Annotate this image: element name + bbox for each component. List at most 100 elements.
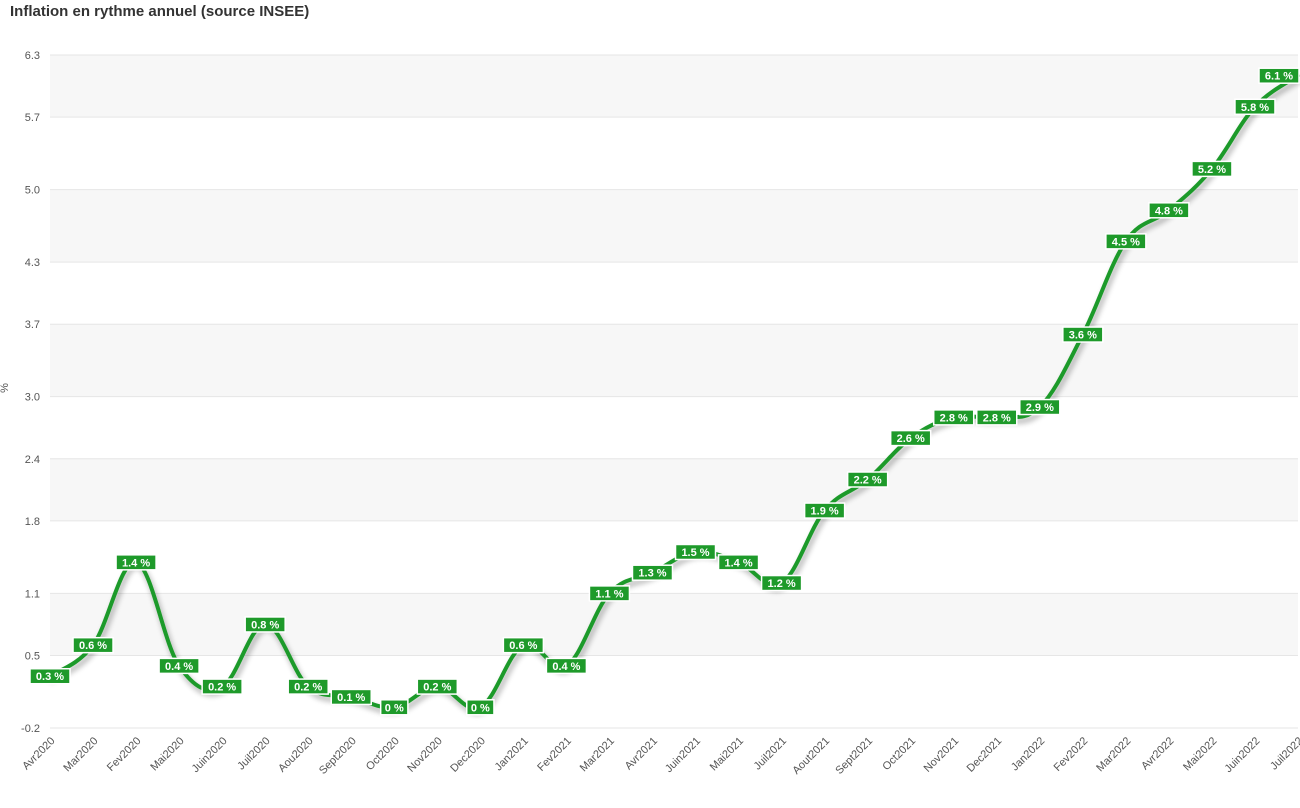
data-label-text: 5.2 %: [1198, 164, 1226, 176]
data-label: 1.1 %: [588, 585, 631, 602]
y-tick-label: 5.7: [25, 112, 40, 124]
grid-band: [50, 324, 1298, 397]
data-label-box: [244, 616, 286, 633]
data-label: 0.6 %: [502, 636, 545, 654]
data-label-text: 1.4 %: [122, 557, 150, 569]
x-tick-label: Mar2021: [578, 735, 617, 774]
x-tick-label: Juil2022: [1268, 735, 1300, 772]
data-label-box: [330, 688, 372, 706]
data-label: 1.4 %: [115, 554, 157, 571]
data-label-box: [803, 502, 846, 519]
x-tick-label: Mar2022: [1094, 735, 1133, 774]
data-label-box: [1105, 233, 1147, 250]
data-label-box: [379, 699, 409, 716]
data-label: 0.1 %: [330, 688, 372, 706]
data-label-text: 4.5 %: [1112, 236, 1140, 248]
data-label-box: [932, 409, 975, 426]
data-label-text: 2.6 %: [897, 433, 925, 445]
data-label-box: [1234, 98, 1276, 116]
grid-band: [50, 458, 1298, 521]
x-tick-label: Fev2022: [1052, 735, 1091, 774]
grid-bands: [50, 55, 1298, 656]
y-tick-label: 0.5: [25, 651, 40, 663]
y-tick-label: -0.2: [21, 723, 40, 735]
data-label-text: 0.1 %: [337, 692, 365, 704]
data-label-text: 2.8 %: [940, 412, 968, 424]
x-tick-label: Nov2020: [405, 735, 445, 775]
y-tick-label: 1.8: [25, 516, 40, 528]
grid-band: [50, 55, 1298, 118]
x-tick-label: Sept2021: [833, 735, 875, 777]
data-label: 4.5 %: [1105, 233, 1147, 250]
x-tick-label: Mar2020: [61, 735, 100, 774]
x-tick-label: Juin2022: [1222, 735, 1262, 775]
x-tick-label: Fev2020: [105, 735, 144, 774]
data-label: 2.9 %: [1019, 398, 1061, 416]
data-label-box: [674, 543, 717, 561]
data-label-text: 6.1 %: [1265, 71, 1293, 83]
data-label-box: [465, 699, 495, 716]
data-label: 0.4 %: [158, 657, 200, 675]
x-tick-label: Jan2021: [493, 735, 531, 773]
x-tick-label: Mai2020: [148, 735, 186, 773]
data-label: 1.3 %: [631, 564, 674, 581]
x-tick-label: Jan2022: [1009, 735, 1047, 773]
data-label-text: 0 %: [385, 702, 404, 714]
data-label-box: [631, 564, 674, 581]
data-label-text: 0.3 %: [36, 671, 64, 683]
grid-band: [50, 593, 1298, 656]
x-tick-label: Nov2021: [922, 735, 962, 775]
data-label-box: [760, 574, 803, 592]
data-label-box: [1019, 398, 1061, 416]
data-label: 1.4 %: [717, 554, 760, 571]
data-label-box: [29, 667, 71, 685]
y-tick-label: 4.3: [25, 257, 40, 269]
data-label-box: [545, 657, 588, 675]
data-label: 0.4 %: [545, 657, 588, 675]
data-label-box: [115, 554, 157, 571]
x-tick-label: Avr2020: [20, 735, 57, 772]
y-axis: -0.2 0.5 1.1 1.8 2.4 3.0 3.7 4.3 5.0 5.7 6.3: [21, 50, 40, 735]
x-tick-label: Juil2020: [235, 735, 272, 772]
x-tick-label: Avr2022: [1139, 735, 1176, 772]
data-label-box: [588, 585, 631, 602]
x-tick-label: Oct2020: [364, 735, 402, 773]
data-label-box: [287, 678, 329, 695]
data-label-box: [201, 678, 243, 695]
x-tick-label: Mai2022: [1181, 735, 1219, 773]
x-tick-label: Juin2020: [190, 735, 230, 775]
data-label-text: 0.2 %: [294, 682, 322, 694]
data-label: 0.2 %: [201, 678, 243, 695]
x-axis: Avr2020 Mar2020 Fev2020 Mai2020 Juin2020 Juil…: [20, 735, 1300, 777]
data-label: 0.2 %: [287, 678, 329, 695]
data-label: 5.2 %: [1191, 160, 1233, 178]
data-label-text: 1.4 %: [724, 557, 752, 569]
data-label-text: 2.8 %: [983, 412, 1011, 424]
data-label-box: [976, 409, 1018, 426]
x-tick-label: Sept2020: [317, 735, 359, 777]
data-label-text: 4.8 %: [1155, 205, 1183, 217]
y-tick-label: 5.0: [25, 185, 40, 197]
x-tick-label: Dec2021: [965, 735, 1005, 775]
data-label-text: 1.2 %: [768, 578, 796, 590]
y-tick-label: 1.1: [25, 588, 40, 600]
data-label: 3.6 %: [1062, 326, 1104, 343]
data-label-text: 0.2 %: [208, 682, 236, 694]
x-tick-label: Dec2020: [448, 735, 488, 775]
data-label-box: [416, 678, 459, 695]
y-tick-label: 6.3: [25, 50, 40, 62]
data-label-text: 1.1 %: [595, 588, 623, 600]
y-tick-label: 3.7: [25, 319, 40, 331]
data-label-box: [1191, 160, 1233, 178]
data-label: 6.1 %: [1258, 67, 1300, 84]
data-label: 5.8 %: [1234, 98, 1276, 116]
x-tick-label: Juil2021: [752, 735, 789, 772]
data-label-text: 0 %: [471, 702, 490, 714]
data-label-text: 1.5 %: [681, 547, 709, 559]
data-label-text: 0.6 %: [509, 640, 537, 652]
data-label: 2.2 %: [846, 471, 889, 488]
data-label: 2.8 %: [932, 409, 975, 426]
data-label-text: 1.3 %: [638, 568, 666, 580]
x-tick-label: Juin2021: [663, 735, 703, 775]
